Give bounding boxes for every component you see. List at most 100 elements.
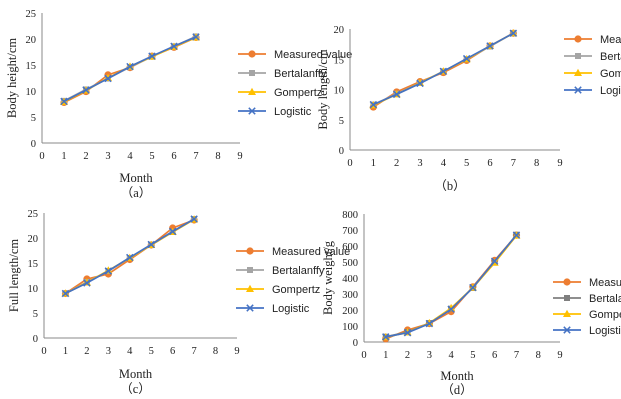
series-logistic bbox=[60, 33, 200, 106]
data-point bbox=[190, 215, 198, 223]
legend-marker bbox=[574, 68, 582, 76]
y-tick-label: 700 bbox=[342, 226, 358, 237]
legend-entry: Measured value bbox=[564, 34, 621, 46]
data-point bbox=[439, 67, 448, 76]
data-point bbox=[382, 333, 390, 341]
series-line bbox=[385, 234, 518, 340]
y-tick-label: 5 bbox=[339, 116, 344, 127]
y-tick-label: 200 bbox=[342, 306, 358, 317]
x-tick-label: 1 bbox=[383, 350, 388, 361]
series-line bbox=[385, 234, 518, 338]
panel-c: 0 1 2 3 4 5 6 7 8 9 0 5 10 15 20 25 Month Full length/cm （… bbox=[7, 209, 350, 396]
legend-label: Logistic bbox=[274, 106, 312, 118]
x-tick-label: 5 bbox=[464, 158, 469, 169]
legend-label: Gompertz bbox=[272, 284, 320, 296]
x-tick-label: 5 bbox=[470, 350, 475, 361]
series-measured-value bbox=[382, 231, 521, 343]
y-tick-label: 0 bbox=[33, 334, 38, 345]
y-tick-label: 5 bbox=[31, 113, 36, 124]
x-tick-label: 7 bbox=[511, 158, 516, 169]
x-tick-label: 1 bbox=[371, 158, 376, 169]
legend-marker bbox=[564, 295, 570, 301]
data-point bbox=[490, 257, 499, 265]
x-tick-label: 8 bbox=[215, 151, 220, 162]
legend-entry: Gompertz bbox=[564, 68, 621, 80]
x-tick-label: 4 bbox=[448, 350, 454, 361]
data-point bbox=[425, 319, 434, 328]
legend-marker bbox=[575, 53, 581, 59]
y-tick-label: 15 bbox=[26, 61, 37, 72]
x-tick-label: 6 bbox=[170, 346, 175, 357]
legend-label: Measured value bbox=[272, 246, 350, 258]
y-axis-title: Body height/cm bbox=[5, 38, 19, 118]
legend-label: Logistic bbox=[272, 303, 310, 315]
legend-label: Bertalanffy bbox=[589, 293, 621, 305]
y-tick-label: 500 bbox=[342, 258, 358, 269]
y-tick-label: 15 bbox=[334, 55, 345, 66]
data-point bbox=[512, 231, 521, 239]
y-tick-label: 300 bbox=[342, 290, 358, 301]
data-point bbox=[82, 86, 90, 94]
data-point bbox=[104, 267, 113, 275]
legend: Measured value Bertalanffy Gompertz Logisti… bbox=[564, 34, 621, 97]
legend-marker bbox=[249, 70, 255, 76]
legend-entry: Bertalanffy bbox=[553, 293, 621, 305]
data-point bbox=[403, 328, 412, 337]
data-point bbox=[83, 279, 91, 287]
panel-b: 0 1 2 3 4 5 6 7 8 9 0 5 10 15 20 Body length/cm （b） Measu… bbox=[316, 25, 621, 193]
x-tick-label: 0 bbox=[41, 346, 46, 357]
legend-marker bbox=[246, 247, 254, 255]
legend-entry: Bertalanffy bbox=[564, 51, 621, 63]
legend-marker bbox=[563, 326, 571, 334]
x-axis-title: Month bbox=[119, 367, 153, 381]
legend-label: Bertalanffy bbox=[600, 51, 621, 63]
panel-caption: （b） bbox=[434, 179, 465, 193]
data-point bbox=[170, 42, 178, 51]
x-tick-label: 5 bbox=[149, 151, 154, 162]
x-tick-label: 8 bbox=[536, 350, 541, 361]
data-point bbox=[61, 289, 70, 298]
data-point bbox=[148, 52, 156, 60]
y-tick-label: 20 bbox=[28, 234, 39, 245]
data-point bbox=[126, 62, 134, 71]
data-point bbox=[126, 253, 134, 262]
series-logistic bbox=[61, 215, 198, 298]
y-tick-label: 5 bbox=[33, 309, 38, 320]
y-axis-title: Body weight/g bbox=[321, 240, 335, 315]
data-point bbox=[392, 90, 401, 99]
y-tick-label: 20 bbox=[334, 25, 345, 36]
x-tick-label: 6 bbox=[171, 151, 176, 162]
legend-marker bbox=[248, 50, 256, 58]
panel-caption: （a） bbox=[121, 186, 152, 200]
legend-entry: Measured value bbox=[553, 277, 621, 289]
data-point bbox=[168, 227, 177, 236]
series-line bbox=[385, 234, 518, 338]
legend: Measured value Bertalanffy Gompertz Logisti… bbox=[238, 49, 352, 118]
panel-caption: （d） bbox=[441, 383, 472, 397]
y-tick-label: 800 bbox=[342, 210, 358, 221]
x-tick-label: 5 bbox=[149, 346, 154, 357]
y-tick-label: 25 bbox=[26, 9, 37, 20]
legend-entry: Logistic bbox=[236, 303, 310, 315]
legend-label: Logistic bbox=[600, 85, 621, 97]
y-tick-label: 20 bbox=[26, 35, 37, 46]
x-tick-label: 9 bbox=[234, 346, 239, 357]
data-point bbox=[447, 305, 455, 313]
data-point bbox=[462, 54, 471, 63]
legend-marker bbox=[248, 87, 256, 95]
y-tick-label: 0 bbox=[31, 139, 36, 150]
y-tick-label: 10 bbox=[26, 87, 37, 98]
legend-entry: Logistic bbox=[564, 85, 621, 97]
series-gompertz bbox=[61, 215, 199, 297]
x-tick-label: 0 bbox=[361, 350, 366, 361]
legend-label: Gompertz bbox=[600, 68, 621, 80]
legend-entry: Logistic bbox=[553, 325, 621, 337]
y-tick-label: 10 bbox=[28, 284, 39, 295]
x-tick-label: 0 bbox=[39, 151, 44, 162]
x-tick-label: 9 bbox=[557, 350, 562, 361]
x-axis-title: Month bbox=[119, 171, 153, 185]
legend: Measured value Bertalanffy Gompertz Logisti… bbox=[236, 246, 350, 315]
legend-label: Gompertz bbox=[274, 87, 322, 99]
legend-label: Gompertz bbox=[589, 309, 621, 321]
x-tick-label: 8 bbox=[534, 158, 539, 169]
